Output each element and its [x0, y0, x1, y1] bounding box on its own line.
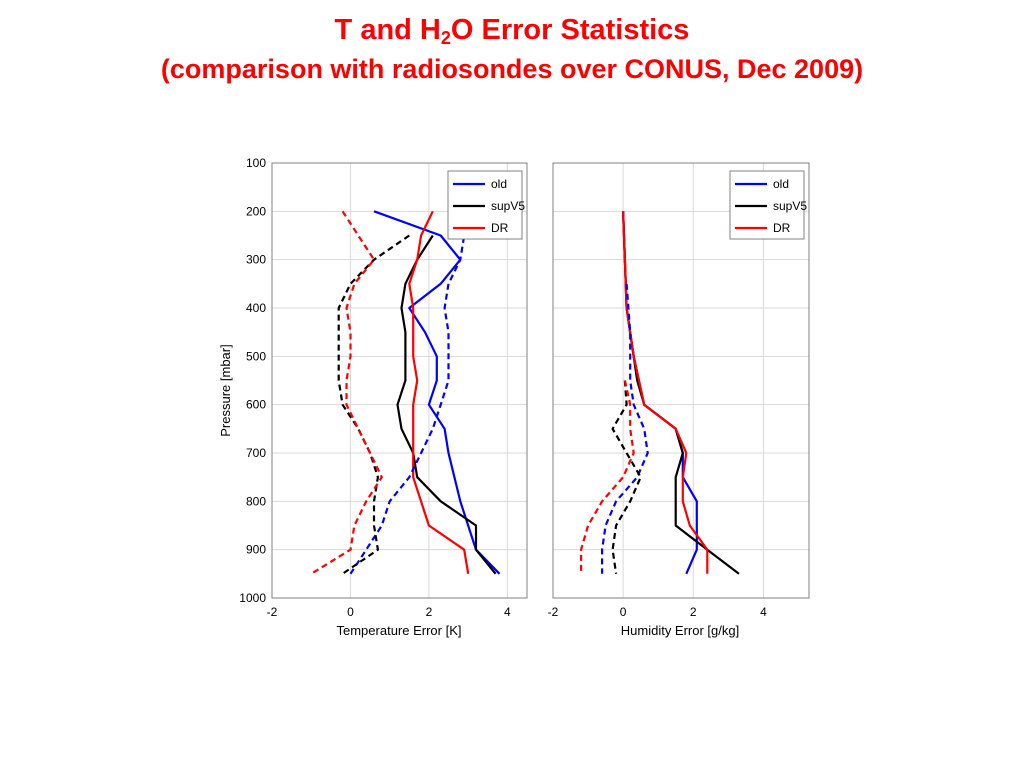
series-supv5-dashed: [337, 234, 410, 575]
x-tick-label: 0: [347, 605, 354, 619]
y-axis-label: Pressure [mbar]: [218, 344, 233, 436]
title-text-2: O Error Statistics: [450, 14, 690, 46]
chart-subtitle: (comparison with radiosondes over CONUS,…: [160, 54, 864, 84]
series-old-dashed: [600, 283, 649, 574]
y-tick-label: 600: [246, 398, 266, 412]
title-subscript: 2: [440, 28, 451, 48]
plot-frame: [271, 162, 528, 599]
x-tick-label: 4: [504, 605, 511, 619]
x-axis-label: Temperature Error [K]: [337, 623, 462, 638]
legend: old supV5 DR: [729, 170, 807, 240]
series-old-solid: [373, 210, 501, 575]
legend-label-supv5: supV5: [773, 199, 807, 213]
series-dr-dashed: [579, 380, 635, 574]
plot-frame: [552, 162, 810, 599]
y-tick-label: 500: [246, 349, 266, 363]
y-tick-label: 700: [246, 446, 266, 460]
y-tick-label: 200: [246, 204, 266, 218]
x-tick-label: 4: [760, 605, 767, 619]
legend-label-old: old: [773, 177, 789, 191]
chart-panel-1: -2 0 2 4 100 200 300 400 500 600 700 800 900 1000 Temp…: [218, 156, 528, 638]
series-supv5-solid: [396, 234, 497, 575]
title-text-1: T and H: [334, 14, 441, 46]
legend-label-old: old: [491, 177, 507, 191]
chart-title: T and H2O Error Statistics: [0, 12, 1024, 48]
x-tick-label: -2: [548, 605, 559, 619]
y-tick-label: 1000: [239, 591, 266, 605]
series-dr-solid: [408, 210, 470, 574]
y-tick-label: 800: [246, 494, 266, 508]
x-axis-label: Humidity Error [g/kg]: [621, 623, 739, 638]
x-tick-label: -2: [267, 605, 278, 619]
legend: old supV5 DR: [447, 170, 525, 240]
x-tick-label: 2: [426, 605, 433, 619]
y-tick-label: 400: [246, 301, 266, 315]
series-old-solid: [622, 211, 698, 575]
series-dr-dashed: [310, 210, 383, 575]
y-tick-label: 900: [246, 543, 266, 557]
legend-label-dr: DR: [773, 221, 791, 235]
chart-panel-2: -2 0 2 4 Humidity Error [g/kg] old supV5 DR: [548, 162, 810, 638]
y-tick-label: 100: [246, 156, 266, 170]
legend-label-supv5: supV5: [491, 199, 525, 213]
series-dr-solid: [622, 211, 709, 574]
legend-label-dr: DR: [491, 221, 509, 235]
x-tick-label: 2: [690, 605, 697, 619]
y-tick-label: 300: [246, 253, 266, 267]
series-supv5-dashed: [611, 380, 642, 574]
series-old-dashed: [349, 220, 466, 575]
x-tick-label: 0: [620, 605, 627, 619]
